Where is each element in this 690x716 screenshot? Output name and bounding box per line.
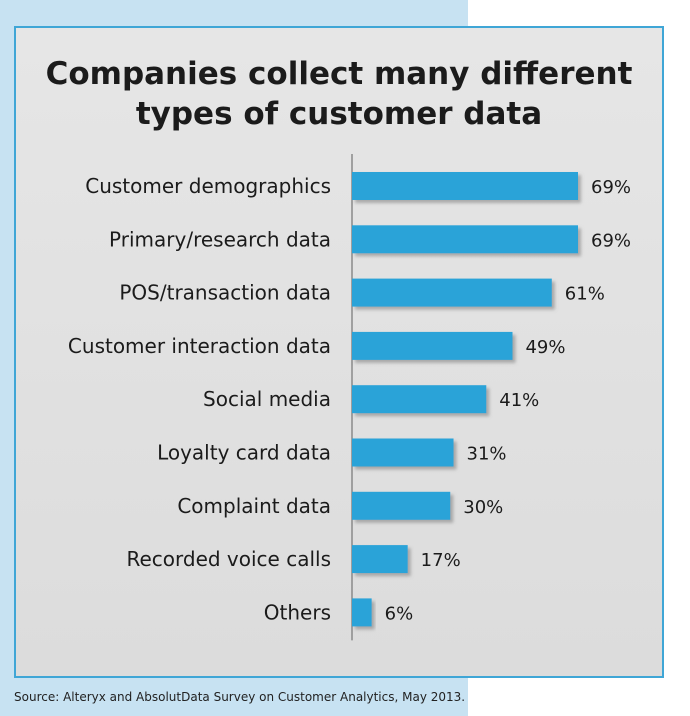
- value-label-7: 17%: [421, 550, 461, 571]
- category-label-7: Recorded voice calls: [126, 547, 331, 571]
- category-label-6: Complaint data: [177, 494, 331, 518]
- value-label-3: 49%: [525, 337, 565, 358]
- category-label-3: Customer interaction data: [68, 334, 331, 358]
- bar-0: [352, 172, 578, 200]
- bar-1: [352, 225, 578, 254]
- bar-3: [352, 331, 513, 360]
- bar-5: [352, 438, 454, 467]
- value-label-8: 6%: [385, 603, 414, 624]
- value-label-1: 69%: [591, 230, 631, 251]
- category-label-0: Customer demographics: [85, 174, 331, 198]
- value-label-2: 61%: [565, 284, 605, 305]
- category-label-1: Primary/research data: [109, 227, 331, 251]
- value-label-4: 41%: [499, 390, 539, 411]
- category-label-2: POS/transaction data: [119, 281, 331, 305]
- chart-title: Companies collect many different types o…: [14, 54, 664, 134]
- bar-4: [352, 385, 487, 414]
- value-label-0: 69%: [591, 177, 631, 198]
- bar-8: [352, 598, 372, 627]
- bar-7: [352, 545, 408, 574]
- chart-panel: [14, 26, 664, 678]
- category-label-4: Social media: [203, 387, 331, 411]
- source-note: Source: Alteryx and AbsolutData Survey o…: [14, 690, 466, 704]
- value-label-5: 31%: [467, 444, 507, 465]
- value-label-6: 30%: [463, 497, 503, 518]
- category-label-5: Loyalty card data: [157, 441, 331, 465]
- chart-title-line-1: Companies collect many different: [45, 56, 633, 92]
- chart-title-line-2: types of customer data: [135, 96, 543, 132]
- bar-2: [352, 278, 552, 307]
- category-label-8: Others: [264, 600, 331, 624]
- bar-6: [352, 491, 451, 520]
